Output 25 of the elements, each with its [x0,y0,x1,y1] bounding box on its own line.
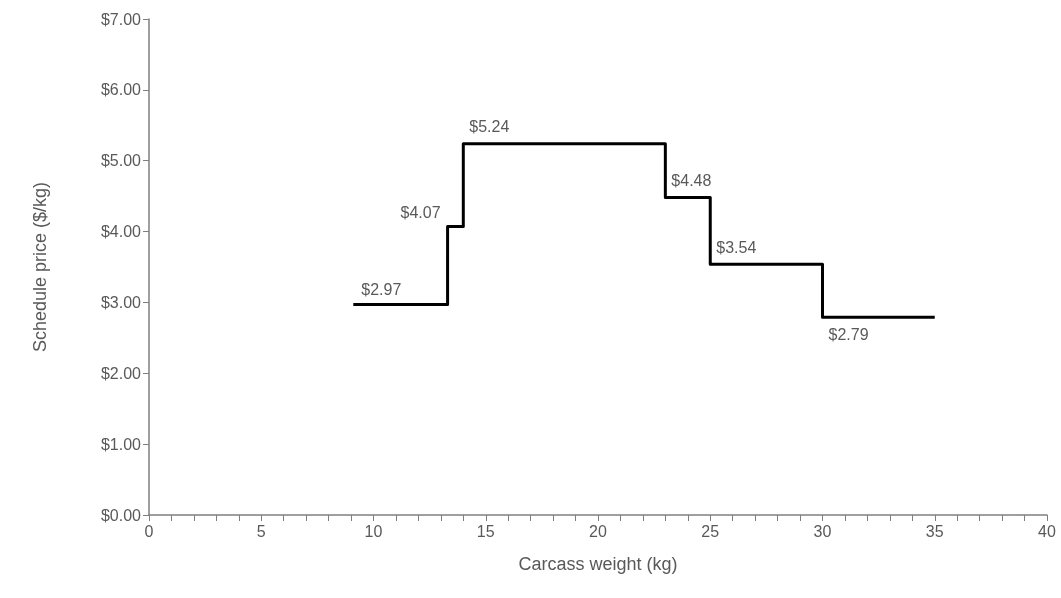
y-tick-label: $2.00 [100,364,142,382]
y-tick-label: $7.00 [100,10,142,28]
x-tick-label: 40 [1038,522,1056,540]
data-label: $4.48 [671,172,712,190]
data-label: $2.97 [361,281,402,299]
y-tick-label: $5.00 [100,152,142,170]
data-label: $4.07 [400,204,441,222]
y-tick-label: $1.00 [100,435,142,453]
y-axis-title: Schedule price ($/kg) [30,181,50,353]
y-tick-label: $0.00 [100,506,142,524]
x-tick-label: 30 [813,522,832,540]
x-tick-label: 0 [144,522,154,540]
x-tick-label: 10 [364,522,383,540]
x-tick-label: 35 [925,522,944,540]
x-tick-label: 20 [589,522,607,540]
y-tick-label: $3.00 [100,293,142,311]
data-label: $5.24 [469,118,510,136]
x-tick-label: 15 [476,522,495,540]
y-tick-label: $6.00 [100,81,142,99]
y-tick-label: $4.00 [100,223,142,241]
x-tick-label: 5 [256,522,266,540]
x-axis-title: Carcass weight (kg) [518,554,678,574]
data-label: $2.79 [828,325,869,343]
data-label: $3.54 [716,238,757,256]
x-tick-label: 25 [701,522,720,540]
